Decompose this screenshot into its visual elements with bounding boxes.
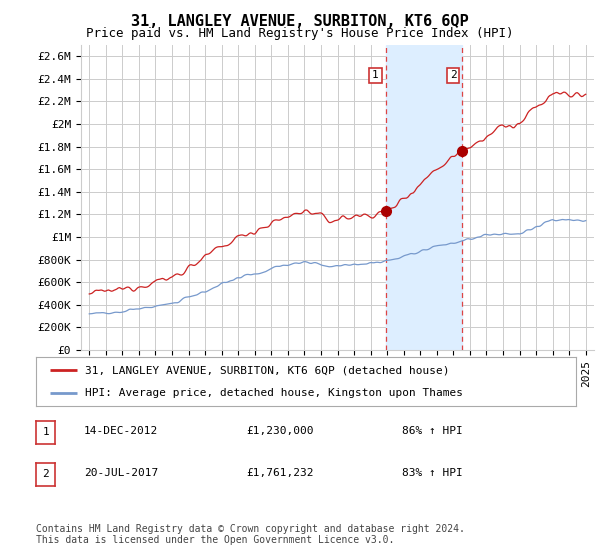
Text: 86% ↑ HPI: 86% ↑ HPI: [402, 426, 463, 436]
Text: 83% ↑ HPI: 83% ↑ HPI: [402, 468, 463, 478]
Text: 2: 2: [450, 71, 457, 80]
Text: £1,230,000: £1,230,000: [246, 426, 314, 436]
Text: 31, LANGLEY AVENUE, SURBITON, KT6 6QP (detached house): 31, LANGLEY AVENUE, SURBITON, KT6 6QP (d…: [85, 365, 449, 375]
Text: Price paid vs. HM Land Registry's House Price Index (HPI): Price paid vs. HM Land Registry's House …: [86, 27, 514, 40]
Text: 14-DEC-2012: 14-DEC-2012: [84, 426, 158, 436]
Text: 20-JUL-2017: 20-JUL-2017: [84, 468, 158, 478]
Text: 1: 1: [42, 427, 49, 437]
Text: 1: 1: [372, 71, 379, 80]
Text: HPI: Average price, detached house, Kingston upon Thames: HPI: Average price, detached house, King…: [85, 388, 463, 398]
Text: 31, LANGLEY AVENUE, SURBITON, KT6 6QP: 31, LANGLEY AVENUE, SURBITON, KT6 6QP: [131, 14, 469, 29]
Text: 2: 2: [42, 469, 49, 479]
Text: Contains HM Land Registry data © Crown copyright and database right 2024.
This d: Contains HM Land Registry data © Crown c…: [36, 524, 465, 545]
Text: £1,761,232: £1,761,232: [246, 468, 314, 478]
Bar: [386, 45, 463, 350]
